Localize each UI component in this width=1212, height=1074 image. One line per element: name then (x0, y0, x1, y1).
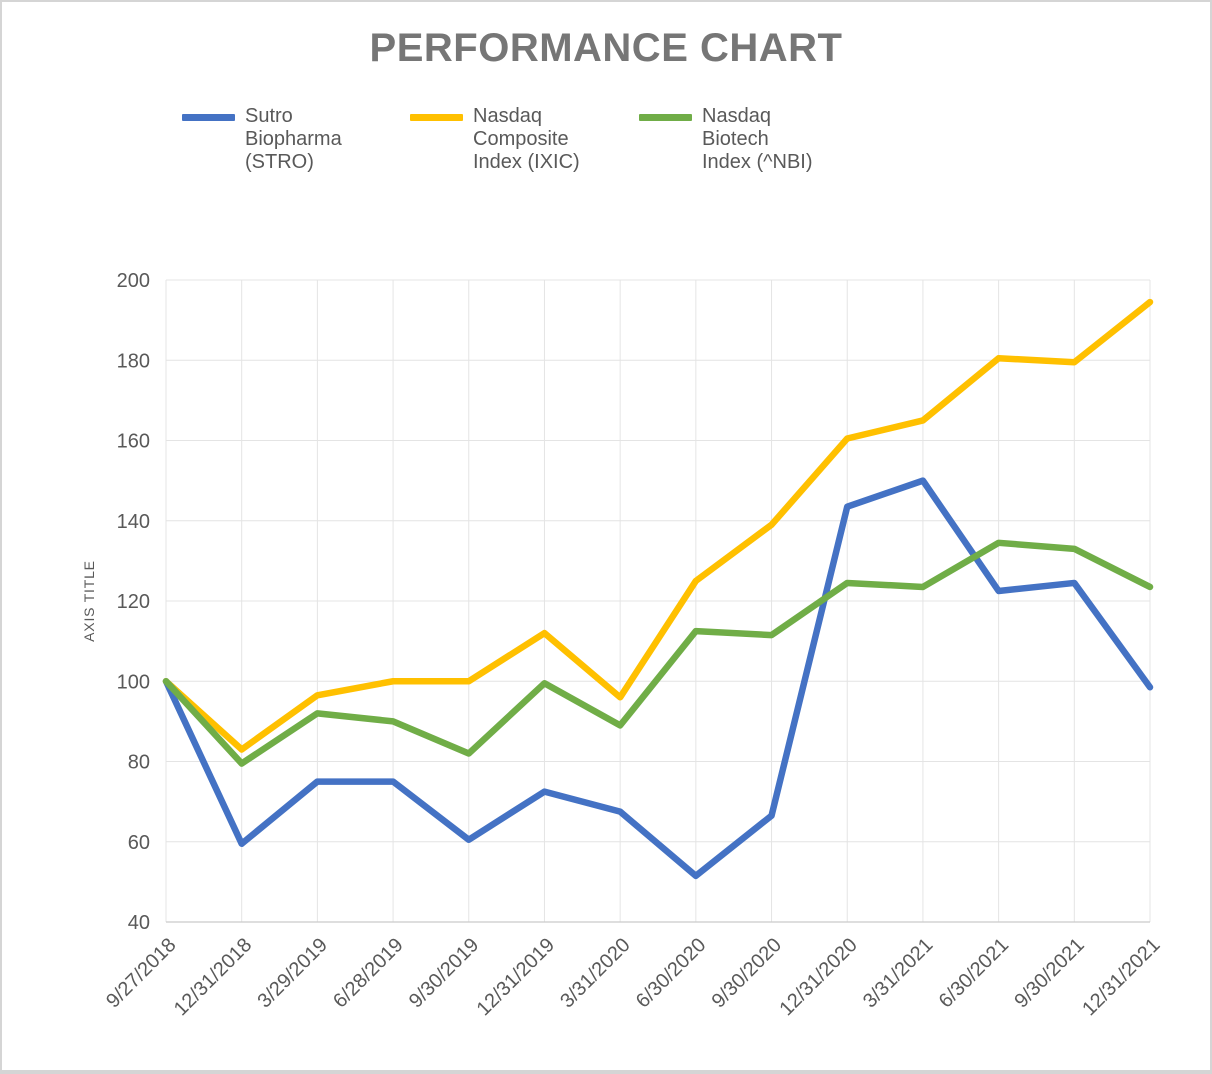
x-tick-label: 6/30/2020 (632, 934, 710, 1012)
y-tick-label: 80 (128, 752, 150, 774)
chart-title: PERFORMANCE CHART (369, 26, 843, 70)
y-tick-label: 100 (117, 671, 150, 693)
x-tick-label: 6/30/2021 (935, 934, 1013, 1012)
y-tick-label: 160 (117, 431, 150, 453)
legend-label-line: Index (^NBI) (702, 151, 813, 173)
series-line-0[interactable] (162, 477, 1154, 880)
x-tick-label: 3/31/2021 (859, 934, 937, 1012)
legend-label-line: (STRO) (245, 151, 314, 173)
legend-swatch-stro-icon (182, 114, 235, 121)
y-tick-label: 200 (117, 270, 150, 292)
x-tick-label: 12/31/2018 (170, 934, 256, 1020)
x-tick-label: 3/31/2020 (556, 934, 634, 1012)
x-tick-label: 9/30/2020 (708, 934, 786, 1012)
legend-label-line: Biotech (702, 128, 769, 150)
x-tick-label: 9/27/2018 (102, 934, 180, 1012)
legend-label-line: Nasdaq (473, 105, 542, 127)
series-line-1[interactable] (162, 298, 1154, 753)
x-tick-label: 12/31/2021 (1078, 934, 1164, 1020)
legend-swatch-ixic-icon (410, 114, 463, 121)
legend-item-stro[interactable]: Sutro Biopharma (STRO) (182, 105, 342, 174)
legend-item-nbi[interactable]: Nasdaq Biotech Index (^NBI) (639, 105, 813, 174)
x-tick-label: 12/31/2020 (775, 934, 861, 1020)
legend-item-ixic[interactable]: Nasdaq Composite Index (IXIC) (410, 105, 580, 174)
y-tick-label: 140 (117, 511, 150, 533)
legend-swatch-nbi-icon (639, 114, 692, 121)
legend-label-line: Sutro (245, 105, 293, 127)
series-line-2[interactable] (162, 539, 1154, 767)
y-tick-label: 120 (117, 591, 150, 613)
legend-label-line: Biopharma (245, 128, 342, 150)
legend-label-line: Composite (473, 128, 569, 150)
x-tick-label: 9/30/2019 (405, 934, 483, 1012)
x-tick-label: 12/31/2019 (473, 934, 559, 1020)
x-tick-label: 9/30/2021 (1010, 934, 1088, 1012)
y-tick-label: 60 (128, 832, 150, 854)
x-tick-label: 6/28/2019 (329, 934, 407, 1012)
legend-label-stro: Sutro Biopharma (STRO) (245, 105, 342, 174)
legend-label-nbi: Nasdaq Biotech Index (^NBI) (702, 105, 813, 174)
y-tick-label: 40 (128, 912, 150, 934)
legend-label-ixic: Nasdaq Composite Index (IXIC) (473, 105, 580, 174)
x-tick-label: 3/29/2019 (253, 934, 331, 1012)
y-tick-label: 180 (117, 350, 150, 372)
legend-label-line: Nasdaq (702, 105, 771, 127)
legend-label-line: Index (IXIC) (473, 151, 580, 173)
